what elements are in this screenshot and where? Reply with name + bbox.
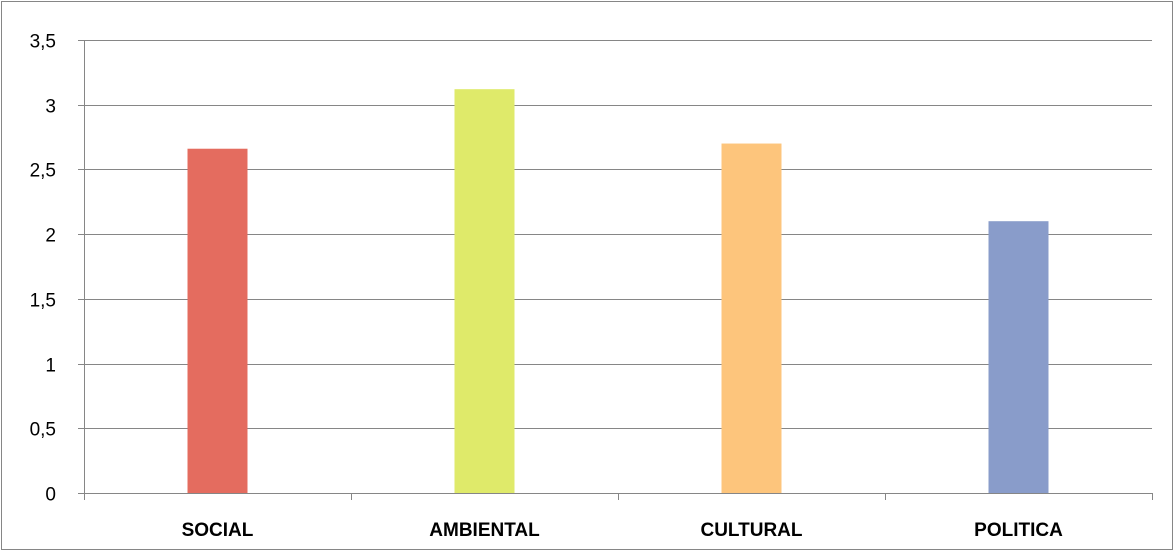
y-tick-label: 0 bbox=[45, 485, 56, 506]
bar-ambiental bbox=[454, 89, 515, 493]
y-tick-label: 1 bbox=[45, 356, 56, 377]
bar-social bbox=[187, 148, 248, 493]
gridlines bbox=[84, 40, 1152, 429]
y-tick-label: 0,5 bbox=[30, 420, 56, 441]
x-category-label: SOCIAL bbox=[182, 520, 254, 541]
bars bbox=[187, 89, 1049, 494]
bar-politica bbox=[988, 221, 1049, 493]
x-category-labels: SOCIAL AMBIENTAL CULTURAL POLITICA bbox=[182, 520, 1063, 541]
y-tick-label: 2,5 bbox=[30, 161, 56, 182]
x-category-label: CULTURAL bbox=[700, 520, 802, 541]
y-tick-labels: 0 0,5 1 1,5 2 2,5 3 3,5 bbox=[30, 32, 56, 506]
axes bbox=[78, 40, 1153, 500]
bar-cultural bbox=[721, 143, 782, 494]
y-tick-label: 3,5 bbox=[30, 32, 56, 53]
y-tick-label: 1,5 bbox=[30, 291, 56, 312]
x-category-label: AMBIENTAL bbox=[429, 520, 540, 541]
y-tick-label: 3 bbox=[45, 97, 56, 118]
x-category-label: POLITICA bbox=[974, 520, 1063, 541]
y-tick-label: 2 bbox=[45, 226, 56, 247]
